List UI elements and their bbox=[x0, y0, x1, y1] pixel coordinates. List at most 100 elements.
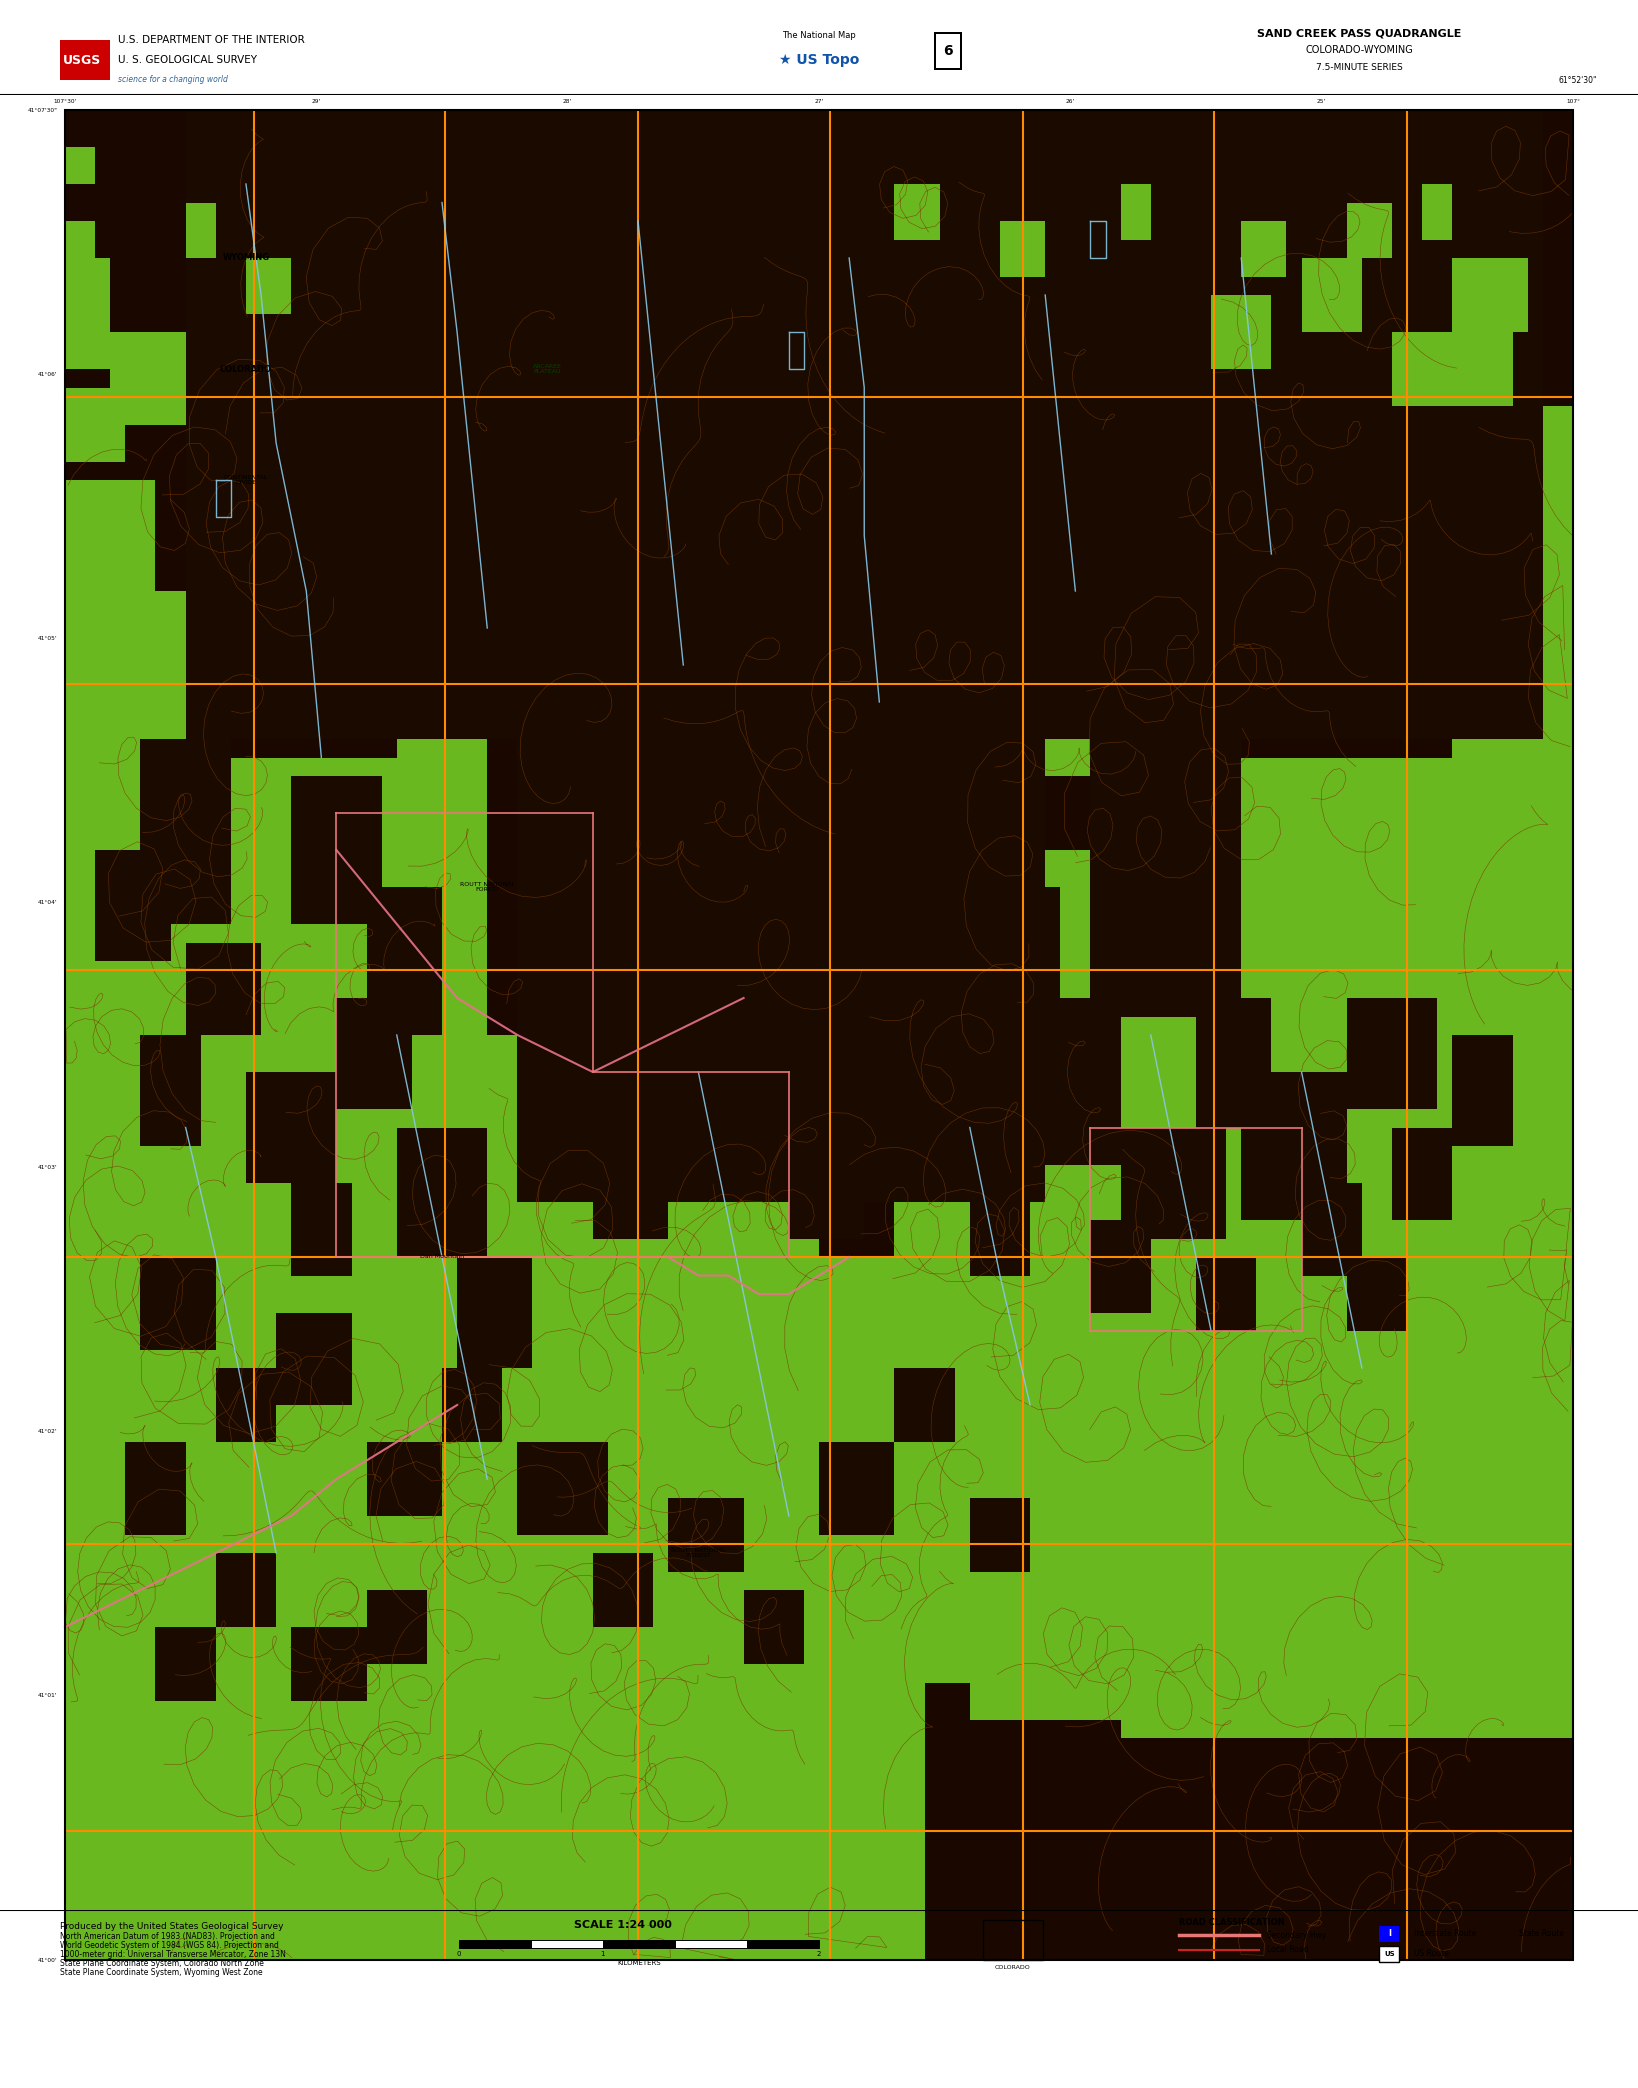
Text: State Plane Coordinate System, Colorado North Zone: State Plane Coordinate System, Colorado … bbox=[61, 1959, 264, 1969]
Bar bbox=[185, 443, 246, 518]
Bar bbox=[1346, 1257, 1407, 1330]
Bar bbox=[457, 1257, 532, 1368]
Bar bbox=[1346, 998, 1437, 1109]
Bar bbox=[819, 664, 909, 758]
Bar bbox=[246, 518, 336, 610]
Text: 7.5-MINUTE SERIES: 7.5-MINUTE SERIES bbox=[1317, 63, 1402, 71]
Bar bbox=[1453, 1036, 1512, 1146]
Bar bbox=[668, 1184, 819, 1737]
Bar bbox=[1271, 221, 1346, 313]
Bar bbox=[1453, 1313, 1528, 1386]
Bar bbox=[66, 480, 156, 610]
Bar bbox=[593, 1128, 668, 1238]
Bar bbox=[292, 1184, 352, 1276]
Bar bbox=[758, 1368, 819, 1443]
Text: Local Road: Local Road bbox=[1268, 1946, 1309, 1954]
Bar bbox=[292, 777, 382, 925]
Text: US Route: US Route bbox=[1414, 1950, 1450, 1959]
Text: WYOMING: WYOMING bbox=[223, 253, 270, 263]
Bar bbox=[1422, 184, 1453, 240]
Bar bbox=[790, 1128, 865, 1238]
Bar bbox=[935, 33, 960, 69]
Text: ROUTT NATIONAL
FOREST: ROUTT NATIONAL FOREST bbox=[672, 1547, 726, 1558]
Bar bbox=[1392, 1128, 1453, 1219]
Bar bbox=[940, 1313, 999, 1386]
Bar bbox=[1271, 942, 1572, 1721]
Bar bbox=[367, 1443, 442, 1516]
Text: SCALE 1:24 000: SCALE 1:24 000 bbox=[573, 1921, 672, 1929]
Bar bbox=[1196, 998, 1271, 1128]
Bar bbox=[894, 184, 940, 240]
Bar bbox=[66, 591, 185, 777]
Bar bbox=[1181, 591, 1242, 664]
Bar bbox=[1346, 1036, 1572, 1737]
Text: SAND CREEK PASS QUADRANGLE: SAND CREEK PASS QUADRANGLE bbox=[1258, 27, 1461, 38]
Bar bbox=[367, 887, 442, 1036]
Text: State Route: State Route bbox=[1520, 1929, 1564, 1938]
Bar bbox=[1210, 294, 1271, 370]
Text: 41°06': 41°06' bbox=[38, 372, 57, 376]
Text: Secondary Hwy: Secondary Hwy bbox=[1268, 1931, 1327, 1940]
Text: 41°07'30": 41°07'30" bbox=[28, 106, 57, 113]
Text: KILOMETERS: KILOMETERS bbox=[618, 1961, 660, 1967]
Bar bbox=[1120, 998, 1346, 1737]
Text: I: I bbox=[1387, 1929, 1391, 1938]
Bar bbox=[292, 1553, 442, 1885]
Bar bbox=[1045, 998, 1120, 1109]
Bar bbox=[819, 332, 940, 480]
Text: 41°01': 41°01' bbox=[38, 1693, 57, 1698]
Bar bbox=[486, 1128, 714, 1961]
Text: USGS: USGS bbox=[62, 54, 102, 67]
Text: ROAD CLASSIFICATION: ROAD CLASSIFICATION bbox=[1179, 1919, 1284, 1927]
Bar bbox=[639, 1368, 698, 1443]
Bar bbox=[894, 1184, 955, 1257]
Bar bbox=[848, 812, 924, 887]
Bar bbox=[1453, 664, 1572, 1683]
Text: ROUTT NATIONAL
FOREST: ROUTT NATIONAL FOREST bbox=[460, 881, 514, 892]
Text: World Geodetic System of 1984 (WGS 84). Projection and: World Geodetic System of 1984 (WGS 84). … bbox=[61, 1942, 278, 1950]
Bar bbox=[396, 702, 486, 777]
Text: Dan Mountain: Dan Mountain bbox=[419, 1255, 464, 1259]
Bar bbox=[970, 1497, 1030, 1572]
Text: The National Map: The National Map bbox=[781, 31, 857, 40]
Bar bbox=[894, 1368, 955, 1443]
Bar bbox=[1242, 221, 1286, 276]
Bar bbox=[246, 259, 292, 313]
Bar bbox=[66, 388, 126, 461]
Bar bbox=[999, 221, 1045, 276]
Bar bbox=[518, 739, 1045, 1201]
Bar bbox=[1045, 1071, 1120, 1165]
Bar bbox=[1152, 702, 1210, 777]
Text: 26': 26' bbox=[1066, 100, 1075, 104]
Text: 61°52'30": 61°52'30" bbox=[1558, 75, 1597, 86]
Bar bbox=[668, 1443, 790, 1850]
Bar bbox=[367, 1589, 428, 1664]
Bar bbox=[141, 1036, 201, 1146]
Text: science for a changing world: science for a changing world bbox=[118, 75, 228, 84]
Bar bbox=[459, 1940, 531, 1948]
Text: Produced by the United States Geological Survey: Produced by the United States Geological… bbox=[61, 1921, 283, 1931]
Bar bbox=[593, 1553, 654, 1627]
Bar bbox=[1392, 332, 1512, 405]
Text: 2: 2 bbox=[817, 1950, 821, 1956]
Text: 41°04': 41°04' bbox=[38, 900, 57, 906]
Bar bbox=[66, 758, 486, 1961]
Text: 1: 1 bbox=[601, 1950, 604, 1956]
Bar bbox=[1407, 1184, 1468, 1257]
Bar bbox=[531, 1940, 603, 1948]
Bar bbox=[396, 1128, 457, 1201]
Bar bbox=[999, 628, 1060, 702]
Bar bbox=[970, 259, 1060, 370]
Bar bbox=[336, 998, 411, 1109]
Bar bbox=[396, 1128, 486, 1257]
Bar bbox=[1453, 259, 1528, 332]
Bar bbox=[216, 1368, 277, 1443]
Bar bbox=[1196, 758, 1572, 1683]
Text: ★ US Topo: ★ US Topo bbox=[778, 52, 860, 67]
Text: COLORADO-WYOMING: COLORADO-WYOMING bbox=[1305, 46, 1414, 54]
Bar bbox=[1016, 702, 1091, 777]
Bar bbox=[1120, 184, 1152, 240]
Bar bbox=[185, 203, 216, 259]
Bar bbox=[934, 31, 962, 71]
Bar bbox=[1210, 1184, 1286, 1276]
